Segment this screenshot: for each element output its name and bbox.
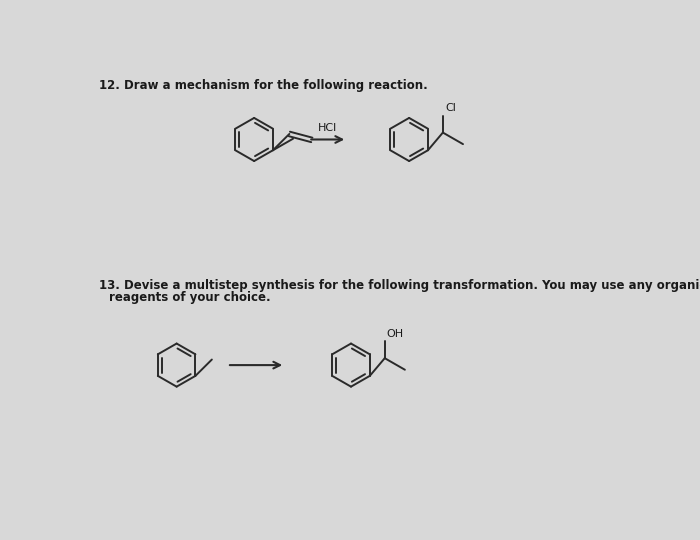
Text: Cl: Cl bbox=[445, 103, 456, 113]
Text: reagents of your choice.: reagents of your choice. bbox=[109, 291, 271, 304]
Text: 12. Draw a mechanism for the following reaction.: 12. Draw a mechanism for the following r… bbox=[99, 79, 428, 92]
Text: 13. Devise a multistep synthesis for the following transformation. You may use a: 13. Devise a multistep synthesis for the… bbox=[99, 279, 700, 292]
Text: OH: OH bbox=[386, 329, 403, 339]
Text: HCl: HCl bbox=[318, 123, 337, 132]
